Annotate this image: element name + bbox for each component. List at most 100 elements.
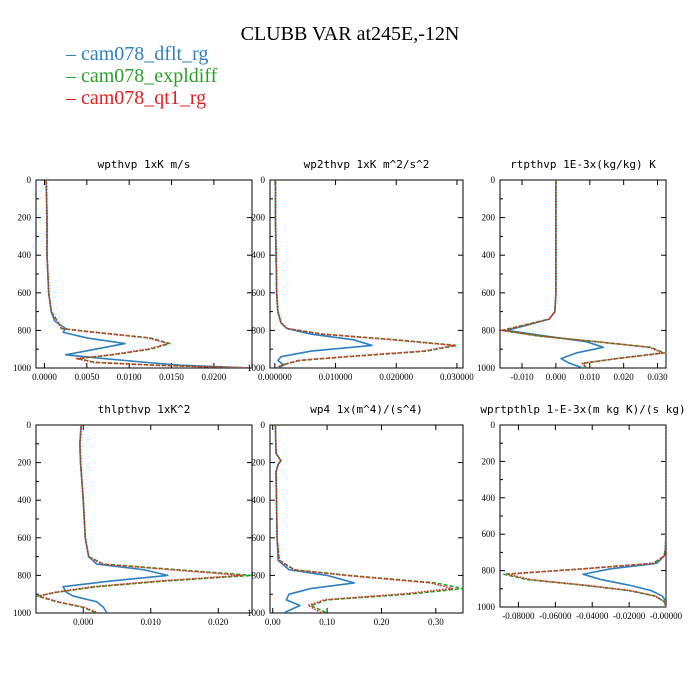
plot-frame (269, 424, 464, 614)
x-tick-label: 0.000 (73, 617, 94, 627)
panel-5: wp4 1x(m^4)/(s^4) 0 200 400 600 800 10000.00 0.… (247, 403, 464, 627)
series-line-cam078_dflt_rg (274, 425, 356, 613)
x-tick-label: 0.0200 (202, 372, 227, 382)
panel-6: wprtpthlp 1-E-3x(m kg K)/(s kg) 0 200 400 60… (477, 403, 686, 621)
y-tick-label: 1000 (13, 608, 32, 618)
y-tick-label: 600 (482, 529, 496, 539)
x-tick-label: 0.020 (208, 617, 229, 627)
legend-entry: – cam078_dflt_rg (65, 43, 208, 65)
x-tick-label: 0.20 (374, 617, 390, 627)
series-line-cam078_qt1_rg (38, 425, 243, 613)
series-line-cam078_qt1_rg (506, 425, 666, 607)
x-tick-label: -0.04000 (576, 611, 609, 621)
y-tick-label: 600 (252, 533, 266, 543)
x-tick-label: -0.08000 (502, 611, 535, 621)
x-tick-label: 0.030000 (440, 372, 474, 382)
y-tick-label: 800 (18, 570, 32, 580)
y-tick-label: 1000 (247, 363, 266, 373)
x-tick-label: 0.10 (319, 617, 335, 627)
x-tick-label: 0.0150 (159, 372, 184, 382)
y-tick-label: 0 (27, 175, 32, 185)
series-line-cam078_qt1_rg (274, 180, 455, 368)
panel-title: wpthvp 1xK m/s (98, 158, 191, 171)
x-tick-label: 0.0050 (74, 372, 99, 382)
plot-frame (499, 424, 667, 608)
x-tick-label: 0.020 (614, 372, 635, 382)
plot-frame (35, 179, 253, 369)
y-tick-label: 600 (252, 288, 266, 298)
x-tick-label: 0.0000 (32, 372, 57, 382)
y-tick-label: 400 (252, 495, 266, 505)
y-tick-label: 200 (252, 458, 266, 468)
series-line-cam078_qt1_rg (501, 180, 664, 368)
y-tick-label: 600 (18, 533, 32, 543)
y-tick-label: 1000 (13, 363, 32, 373)
y-tick-label: 0 (261, 420, 266, 430)
y-tick-label: 400 (482, 250, 496, 260)
figure-title: CLUBB VAR at245E,-12N (241, 23, 460, 45)
panel-title: thlpthvp 1xK^2 (98, 403, 191, 416)
y-tick-label: 800 (252, 325, 266, 335)
y-tick-label: 0 (491, 175, 496, 185)
x-tick-label: 0.020000 (379, 372, 413, 382)
x-tick-label: 0.030 (647, 372, 668, 382)
legend: – cam078_dflt_rg– cam078_expldiff– cam07… (65, 43, 218, 109)
series-line-cam078_dflt_rg (274, 180, 373, 368)
series-line-cam078_expldiff (36, 425, 252, 613)
y-tick-label: 1000 (477, 602, 496, 612)
series-line-cam078_expldiff (502, 425, 666, 607)
panel-3: rtpthvp 1E-3x(kg/kg) K 0 200 400 600 800 1000 -… (477, 158, 668, 382)
y-tick-label: 200 (252, 213, 266, 223)
y-tick-label: 600 (482, 288, 496, 298)
y-tick-label: 800 (482, 325, 496, 335)
y-tick-label: 800 (18, 325, 32, 335)
plot-frame (35, 424, 253, 614)
y-tick-label: 800 (252, 570, 266, 580)
plot-frame (269, 179, 464, 369)
x-tick-label: 0.010 (580, 372, 601, 382)
y-tick-label: 200 (482, 213, 496, 223)
y-tick-label: 400 (482, 493, 496, 503)
y-tick-label: 200 (18, 458, 32, 468)
x-tick-label: -0.06000 (539, 611, 572, 621)
x-tick-label: 0.30 (428, 617, 444, 627)
panel-1: wpthvp 1xK m/s 0 200 400 600 800 10000.0000 0.0… (13, 158, 253, 382)
x-tick-label: -0.02000 (613, 611, 646, 621)
y-tick-label: 1000 (477, 363, 496, 373)
series-line-cam078_qt1_rg (274, 425, 453, 613)
panel-title: wprtpthlp 1-E-3x(m kg K)/(s kg) (480, 403, 685, 416)
series-line-cam078_qt1_rg (45, 180, 252, 368)
panel-4: thlpthvp 1xK^2 0 200 400 600 800 1000 0.000 0.01… (13, 403, 253, 627)
y-tick-label: 200 (18, 213, 32, 223)
x-tick-label: 0.000000 (258, 372, 292, 382)
x-tick-label: 0.010000 (319, 372, 353, 382)
y-tick-label: 400 (18, 495, 32, 505)
y-tick-label: 0 (261, 175, 266, 185)
x-tick-label: -0.00000 (650, 611, 683, 621)
x-tick-label: 0.00 (265, 617, 281, 627)
series-line-cam078_expldiff (45, 180, 252, 368)
y-tick-label: 0 (27, 420, 32, 430)
y-tick-label: 0 (491, 420, 496, 430)
y-tick-label: 200 (482, 456, 496, 466)
legend-entry: – cam078_expldiff (65, 65, 218, 87)
panel-2: wp2thvp 1xK m^2/s^2 0 200 400 600 800 10000.00… (247, 158, 474, 382)
y-tick-label: 400 (18, 250, 32, 260)
panel-title: wp2thvp 1xK m^2/s^2 (304, 158, 430, 171)
panel-title: rtpthvp 1E-3x(kg/kg) K (510, 158, 656, 171)
y-tick-label: 600 (18, 288, 32, 298)
series-line-cam078_dflt_rg (582, 425, 666, 607)
x-tick-label: 0.0100 (117, 372, 142, 382)
panel-title: wp4 1x(m^4)/(s^4) (310, 403, 423, 416)
y-tick-label: 800 (482, 566, 496, 576)
y-tick-label: 1000 (247, 608, 266, 618)
x-tick-label: -0.010 (510, 372, 534, 382)
x-tick-label: 0.000 (546, 372, 567, 382)
series-line-cam078_dflt_rg (505, 180, 605, 368)
legend-entry: – cam078_qt1_rg (65, 87, 206, 109)
series-line-cam078_expldiff (274, 180, 458, 368)
y-tick-label: 400 (252, 250, 266, 260)
series-line-cam078_dflt_rg (45, 180, 252, 368)
